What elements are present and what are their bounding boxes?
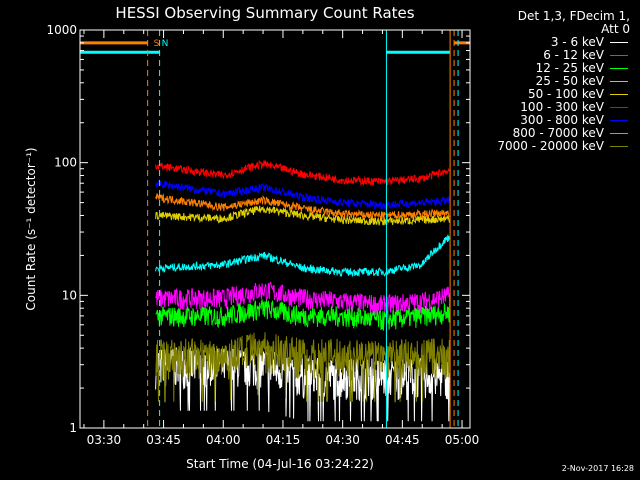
series-trace (155, 332, 451, 403)
series-trace (155, 234, 451, 278)
legend-entry: 100 - 300 keV (470, 101, 630, 114)
x-axis-label: Start Time (04-Jul-16 03:24:22) (186, 457, 374, 471)
chart-title: HESSI Observing Summary Count Rates (115, 4, 414, 22)
legend: Det 1,3, FDecim 1, Att 0 3 - 6 keV 6 - 12… (470, 10, 630, 153)
legend-swatch (610, 68, 628, 69)
legend-header-line-2: Att 0 (601, 22, 630, 36)
legend-swatch (610, 146, 628, 147)
series-3-6-kev: 3 - 6 keV (155, 347, 451, 422)
legend-swatch (610, 107, 628, 108)
series-trace (155, 281, 451, 316)
legend-entry: 300 - 800 keV (470, 114, 630, 127)
legend-entry: 800 - 7000 keV (470, 127, 630, 140)
x-tick-label: 04:45 (385, 433, 420, 447)
legend-swatch (610, 94, 628, 95)
legend-entry: 7000 - 20000 keV (470, 140, 630, 153)
legend-label: 300 - 800 keV (520, 113, 604, 127)
series-trace (155, 179, 451, 211)
y-tick-label: 10 (62, 288, 77, 302)
series-800-7000-kev: 800 - 7000 keV (155, 193, 451, 221)
x-tick-label: 05:00 (445, 433, 480, 447)
series-trace (155, 160, 450, 187)
series-trace (155, 193, 451, 221)
legend-entry: 50 - 100 keV (470, 88, 630, 101)
legend-entries: 3 - 6 keV 6 - 12 keV 12 - 25 keV 25 - 50 ke… (470, 36, 630, 153)
legend-label: 100 - 300 keV (520, 100, 604, 114)
series-12-25-kev: 12 - 25 keV (155, 298, 451, 331)
series-50-100-kev: 50 - 100 keV (155, 205, 451, 226)
series-trace (155, 347, 451, 422)
series-trace (155, 298, 451, 331)
y-axis-label: Count Rate (s⁻¹ detector⁻¹) (24, 147, 38, 310)
legend-swatch (610, 55, 628, 56)
legend-entry: 6 - 12 keV (470, 49, 630, 62)
legend-swatch (610, 81, 628, 82)
legend-swatch (610, 42, 628, 43)
legend-label: 800 - 7000 keV (512, 126, 604, 140)
annotation-label: S (154, 39, 160, 49)
x-tick-label: 03:45 (146, 433, 181, 447)
legend-label: 7000 - 20000 keV (497, 139, 604, 153)
date-stamp: 2-Nov-2017 16:28 (561, 464, 634, 473)
legend-label: 6 - 12 keV (543, 48, 604, 62)
legend-label: 25 - 50 keV (535, 74, 604, 88)
series-300-800-kev: 300 - 800 keV (155, 179, 451, 211)
annotation-label: N (162, 39, 169, 49)
series-7000-20000-kev: 7000 - 20000 keV (155, 332, 451, 403)
legend-entry: 25 - 50 keV (470, 75, 630, 88)
x-tick-label: 03:30 (87, 433, 122, 447)
y-tick-label: 1 (69, 421, 77, 435)
legend-label: 12 - 25 keV (535, 61, 604, 75)
plot-frame (79, 29, 471, 429)
legend-header-line-1: Det 1,3, FDecim 1, (517, 9, 630, 23)
x-tick-label: 04:30 (325, 433, 360, 447)
y-tick-label: 100 (54, 156, 77, 170)
series-100-300-kev: 100 - 300 keV (155, 160, 450, 187)
axis-layer: 1 10 100 1000 03:30 03:45 04:00 04:15 04:30 04:45… (46, 23, 479, 447)
series-6-12-kev: 6 - 12 keV (155, 281, 451, 316)
x-tick-label: 04:15 (266, 433, 301, 447)
series-trace (155, 205, 451, 226)
legend-label: 3 - 6 keV (550, 35, 604, 49)
x-tick-label: 04:00 (206, 433, 241, 447)
legend-swatch (610, 133, 628, 134)
series-25-50-kev: 25 - 50 keV (155, 234, 451, 278)
legend-swatch (610, 120, 628, 121)
legend-entry: 12 - 25 keV (470, 62, 630, 75)
legend-label: 50 - 100 keV (527, 87, 604, 101)
legend-entry: 3 - 6 keV (470, 36, 630, 49)
y-tick-label: 1000 (46, 23, 77, 37)
